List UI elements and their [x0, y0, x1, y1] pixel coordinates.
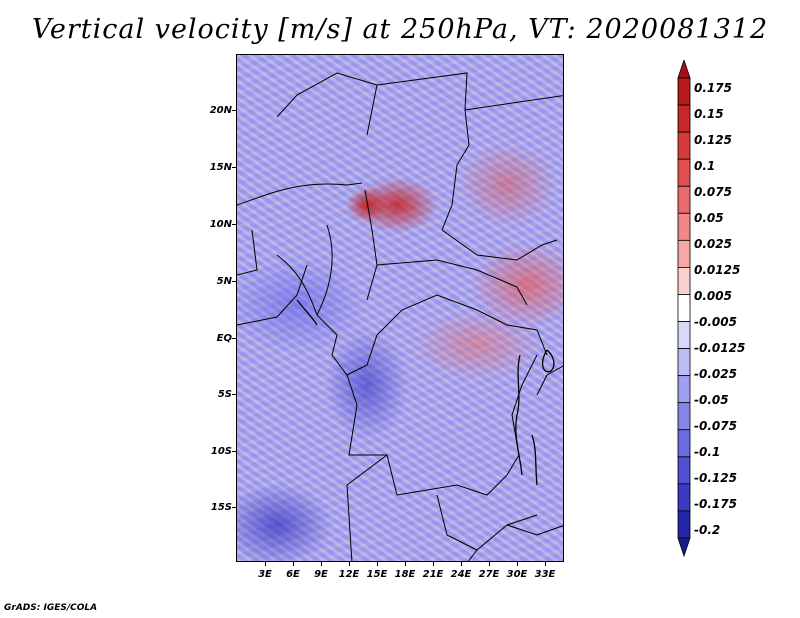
colorbar-segment — [677, 456, 691, 485]
colorbar-label: 0.0125 — [694, 263, 741, 277]
colorbar-segment — [677, 104, 691, 133]
latitude-tick — [232, 507, 236, 508]
longitude-label: 18E — [394, 569, 416, 580]
longitude-label: 12E — [338, 569, 360, 580]
colorbar-label: -0.175 — [694, 497, 737, 511]
colorbar-label: 0.1 — [694, 159, 716, 173]
longitude-label: 3E — [258, 569, 272, 580]
longitude-tick — [293, 562, 294, 566]
country-borders — [237, 72, 563, 561]
longitude-tick — [433, 562, 434, 566]
colorbar-segment — [677, 158, 691, 187]
colorbar-label: 0.005 — [694, 289, 732, 303]
colorbar-label: 0.15 — [694, 107, 724, 121]
colorbar-segment — [677, 294, 691, 322]
latitude-label: 10S — [210, 446, 232, 457]
latitude-label: 15S — [210, 502, 232, 513]
latitude-label: 5N — [216, 276, 232, 287]
colorbar-segment — [677, 375, 691, 404]
colorbar-segment — [677, 239, 691, 268]
colorbar-segment — [677, 429, 691, 458]
colorbar — [677, 60, 691, 558]
colorbar-label: 0.075 — [694, 185, 732, 199]
longitude-tick — [321, 562, 322, 566]
longitude-tick — [461, 562, 462, 566]
colorbar-label: -0.125 — [694, 471, 737, 485]
latitude-tick — [232, 167, 236, 168]
longitude-label: 9E — [314, 569, 328, 580]
colorbar-segment — [677, 321, 691, 349]
longitude-tick — [405, 562, 406, 566]
longitude-label: 30E — [506, 569, 528, 580]
map-title: Vertical velocity [m/s] at 250hPa, VT: 2… — [31, 14, 769, 45]
colorbar-segment — [677, 483, 691, 512]
colorbar-segment — [677, 212, 691, 241]
colorbar-label: 0.025 — [694, 237, 732, 251]
latitude-label: 15N — [209, 162, 232, 173]
longitude-tick — [517, 562, 518, 566]
colorbar-label: -0.1 — [694, 445, 721, 459]
longitude-tick — [349, 562, 350, 566]
colorbar-segment — [677, 77, 691, 106]
colorbar-label: -0.05 — [694, 393, 729, 407]
latitude-tick — [232, 224, 236, 225]
latitude-tick — [232, 394, 236, 395]
longitude-label: 6E — [286, 569, 300, 580]
colorbar-segment — [677, 537, 691, 558]
vertical-velocity-map — [236, 54, 564, 562]
colorbar-label: -0.075 — [694, 419, 737, 433]
colorbar-segment — [677, 348, 691, 377]
colorbar-segment — [677, 267, 691, 295]
colorbar-segment — [677, 131, 691, 160]
longitude-label: 27E — [478, 569, 500, 580]
latitude-tick — [232, 281, 236, 282]
colorbar-segment — [677, 60, 691, 79]
longitude-tick — [545, 562, 546, 566]
colorbar-segment — [677, 510, 691, 539]
colorbar-label: 0.05 — [694, 211, 724, 225]
longitude-tick — [377, 562, 378, 566]
colorbar-label: -0.025 — [694, 367, 737, 381]
longitude-label: 24E — [450, 569, 472, 580]
latitude-label: 10N — [209, 219, 232, 230]
colorbar-label: -0.2 — [694, 523, 721, 537]
longitude-label: 15E — [366, 569, 388, 580]
longitude-tick — [489, 562, 490, 566]
latitude-label: 5S — [217, 389, 232, 400]
colorbar-label: -0.0125 — [694, 341, 746, 355]
longitude-label: 21E — [422, 569, 444, 580]
grads-credit: GrADS: IGES/COLA — [4, 603, 98, 613]
latitude-tick — [232, 110, 236, 111]
longitude-tick — [265, 562, 266, 566]
colorbar-segment — [677, 402, 691, 431]
latitude-label: EQ — [216, 333, 232, 344]
latitude-label: 20N — [209, 105, 232, 116]
colorbar-label: -0.005 — [694, 315, 737, 329]
latitude-tick — [232, 451, 236, 452]
colorbar-label: 0.125 — [694, 133, 732, 147]
colorbar-segment — [677, 185, 691, 214]
colorbar-label: 0.175 — [694, 81, 732, 95]
longitude-label: 33E — [534, 569, 556, 580]
latitude-tick — [232, 338, 236, 339]
